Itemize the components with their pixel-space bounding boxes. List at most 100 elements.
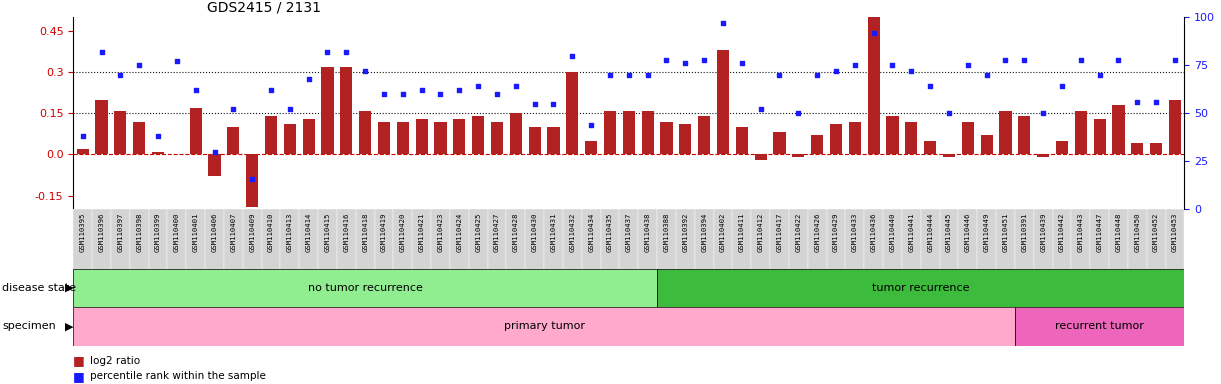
Text: GSM110421: GSM110421 [419,212,425,252]
Point [1165,56,1184,63]
Point [92,49,111,55]
Bar [77,149,89,154]
Text: disease state: disease state [2,283,77,293]
Text: GSM110422: GSM110422 [795,212,801,252]
Bar [223,209,243,271]
Point [845,62,864,68]
Bar [1090,209,1109,271]
Bar [133,121,145,154]
Point [186,87,205,93]
Point [1109,56,1128,63]
Bar [811,135,823,154]
Text: GSM110399: GSM110399 [155,212,161,252]
Bar [1166,209,1184,271]
Text: GSM110436: GSM110436 [871,212,877,252]
Point [205,149,225,155]
Point [148,133,167,139]
Text: GSM110400: GSM110400 [173,212,179,252]
Point [733,60,752,66]
Text: ■: ■ [73,354,85,367]
Bar [679,124,691,154]
Text: ▶: ▶ [65,283,73,293]
Text: GSM110398: GSM110398 [137,212,142,252]
Bar [151,152,164,154]
Bar [619,209,639,271]
Text: GSM110419: GSM110419 [381,212,387,252]
Bar [698,116,711,154]
Point [1090,72,1110,78]
Text: GSM110415: GSM110415 [325,212,331,252]
Point [581,122,601,128]
Text: GSM110430: GSM110430 [531,212,537,252]
Bar [243,209,261,271]
Point [73,133,93,139]
Text: GSM110437: GSM110437 [626,212,631,252]
Point [995,56,1015,63]
Point [619,72,639,78]
Text: tumor recurrence: tumor recurrence [872,283,969,293]
Bar [187,209,205,271]
Text: GSM110416: GSM110416 [343,212,349,252]
Bar [1109,209,1128,271]
Bar [958,209,977,271]
Bar [867,0,880,154]
Bar [415,119,427,154]
Bar [604,111,617,154]
Point [921,83,940,89]
Bar [845,209,864,271]
Bar [1112,105,1125,154]
Bar [789,209,808,271]
Bar [661,121,673,154]
Bar [563,209,581,271]
Bar [473,116,485,154]
Point [1127,99,1147,105]
Text: GSM110440: GSM110440 [889,212,895,252]
Bar [1128,209,1147,271]
Point [977,72,996,78]
Bar [1015,307,1184,346]
Text: GSM110402: GSM110402 [720,212,726,252]
Bar [905,121,917,154]
Bar [902,209,921,271]
Bar [377,121,391,154]
Bar [1168,99,1181,154]
Text: GSM110451: GSM110451 [1002,212,1009,252]
Text: GSM110388: GSM110388 [663,212,669,252]
Bar [487,209,507,271]
Bar [449,209,469,271]
Point [543,101,563,107]
Text: log2 ratio: log2 ratio [90,356,140,366]
Bar [623,111,635,154]
Bar [509,113,521,154]
Point [1015,56,1034,63]
Bar [713,209,733,271]
Bar [733,209,751,271]
Text: GSM110413: GSM110413 [287,212,293,252]
Bar [939,209,958,271]
Text: GSM110428: GSM110428 [513,212,519,252]
Bar [435,121,447,154]
Text: GSM110396: GSM110396 [99,212,105,252]
Bar [167,209,187,271]
Bar [641,111,653,154]
Text: GSM110432: GSM110432 [569,212,575,252]
Bar [830,124,842,154]
Point [563,53,582,59]
Bar [413,209,431,271]
Bar [529,127,541,154]
Point [601,72,620,78]
Text: GSM110433: GSM110433 [852,212,858,252]
Text: GSM110391: GSM110391 [1021,212,1027,252]
Bar [545,209,563,271]
Point [713,20,733,26]
Text: GSM110412: GSM110412 [758,212,763,252]
Bar [1015,209,1034,271]
Text: ■: ■ [73,370,85,383]
Bar [507,209,525,271]
Text: GSM110397: GSM110397 [117,212,123,252]
Bar [115,111,127,154]
Text: GSM110410: GSM110410 [267,212,274,252]
Bar [359,111,371,154]
Point [675,60,695,66]
Text: GSM110392: GSM110392 [683,212,689,252]
